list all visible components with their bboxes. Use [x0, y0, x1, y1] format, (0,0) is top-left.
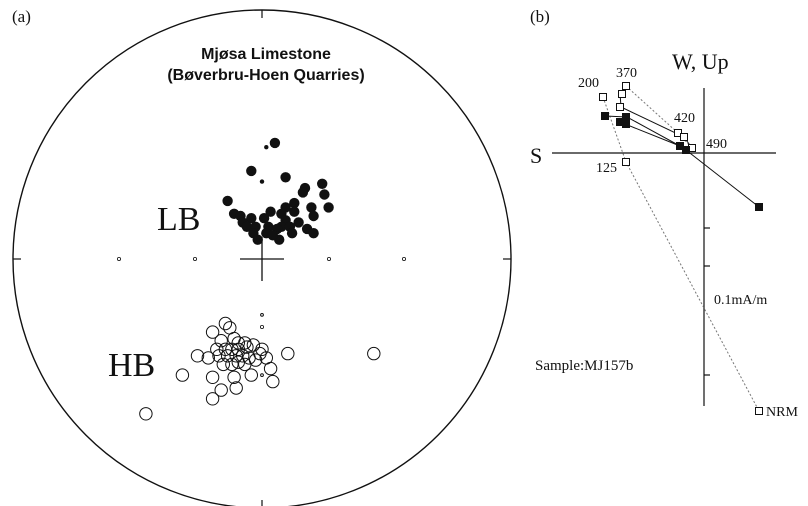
chart-title-line2: (Bøverbru-Hoen Quarries) — [167, 67, 364, 84]
axis-mark — [192, 256, 197, 261]
hb-point — [210, 342, 224, 356]
hb-point — [244, 368, 259, 382]
chart-title-line1: Mjøsa Limestone — [201, 46, 331, 63]
hb-point — [246, 338, 261, 352]
cluster-label-lb: LB — [157, 201, 200, 238]
axis-label-s: S — [530, 143, 542, 168]
lb-point — [269, 137, 281, 149]
hb-point — [220, 349, 235, 363]
lb-point — [267, 230, 278, 241]
hb-point — [216, 357, 231, 372]
hb-point — [229, 381, 243, 395]
open-square-path — [619, 92, 693, 149]
step-label: 370 — [616, 66, 637, 81]
lb-point — [286, 228, 298, 239]
hb-point — [231, 342, 246, 356]
hb-point — [214, 383, 228, 397]
step-label: 125 — [596, 161, 617, 176]
hb-point — [205, 392, 220, 406]
lb-point — [280, 172, 291, 183]
hb-point — [205, 370, 220, 384]
panel-a-label: (a) — [12, 7, 31, 26]
hb-point — [218, 316, 233, 331]
filled-square — [601, 112, 609, 120]
axis-mark — [401, 256, 406, 261]
lb-point — [258, 213, 270, 224]
lb-point — [246, 213, 257, 224]
lb-small-point — [264, 145, 269, 150]
hb-point — [139, 407, 153, 421]
axis-mark — [117, 256, 122, 261]
lb-points-layer — [222, 137, 334, 245]
step-label: 420 — [674, 111, 695, 126]
hb-point — [263, 361, 278, 376]
hb-point — [201, 351, 216, 365]
step-label: 490 — [706, 137, 727, 152]
lb-point — [289, 197, 300, 209]
hb-point — [175, 368, 190, 382]
sample-label: Sample:MJ157b — [535, 358, 633, 374]
axis-mark — [326, 256, 331, 261]
filled-square — [622, 120, 630, 128]
open-square — [622, 158, 630, 166]
open-square — [622, 82, 630, 90]
axis-mark — [259, 324, 264, 329]
lb-point — [323, 202, 334, 213]
hb-point — [231, 355, 246, 369]
hb-point — [240, 340, 254, 354]
hb-small-point — [260, 373, 264, 378]
step-label: NRM — [766, 405, 798, 420]
lb-small-point — [259, 179, 265, 184]
axis-label-w-up: W, Up — [672, 49, 729, 74]
filled-square — [622, 113, 630, 121]
lb-point — [293, 217, 304, 228]
scale-label: 0.1mA/m — [714, 293, 767, 308]
lb-point — [241, 221, 253, 232]
filled-square — [682, 146, 690, 154]
lb-point — [246, 165, 257, 177]
lb-point — [319, 189, 330, 200]
panel-b-zijderveld: (b) W, Up S 0.1mA/m Sample:MJ157b NRM 125… — [530, 7, 798, 420]
panel-b-label: (b) — [530, 7, 550, 26]
open-square — [599, 93, 607, 101]
panel-a-stereonet: (a) Mjøsa Limestone (Bøverbru-Hoen Quarr… — [12, 7, 512, 506]
open-square — [618, 90, 626, 98]
lb-point — [252, 234, 263, 245]
hb-point — [205, 325, 220, 339]
lb-point — [308, 228, 319, 239]
lb-point — [317, 178, 328, 189]
lb-point — [297, 187, 309, 198]
hb-point — [281, 346, 295, 361]
open-square — [680, 133, 688, 141]
hb-point — [214, 334, 228, 348]
filled-square-path — [619, 121, 760, 208]
lb-point — [222, 195, 233, 207]
hb-point — [190, 349, 205, 363]
hb-points-layer — [139, 313, 381, 421]
lb-point — [265, 206, 276, 217]
lb-point — [289, 206, 300, 217]
cluster-label-hb: HB — [108, 347, 155, 384]
filled-square — [755, 203, 763, 211]
open-square — [616, 103, 624, 111]
hb-point — [225, 342, 239, 356]
hb-point — [229, 349, 243, 363]
hb-point — [227, 370, 241, 384]
lb-point — [308, 210, 319, 222]
hb-point — [212, 349, 226, 363]
hb-point — [238, 357, 252, 372]
hb-point — [266, 374, 280, 389]
lb-point — [306, 202, 317, 213]
hb-point — [367, 346, 381, 361]
hb-small-point — [260, 313, 264, 317]
step-label: 200 — [578, 76, 599, 91]
hb-point — [225, 357, 239, 372]
open-square — [755, 407, 763, 415]
